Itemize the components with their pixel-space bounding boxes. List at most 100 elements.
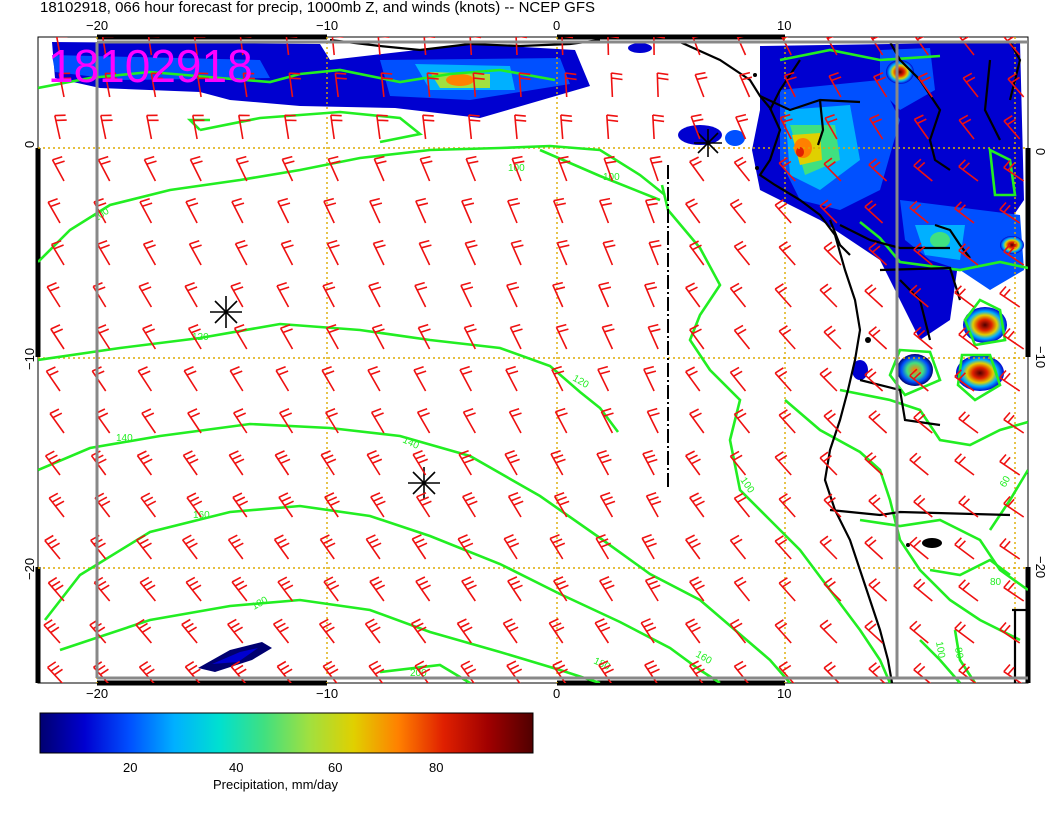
wind-barb: [370, 492, 386, 518]
wind-barb: [187, 408, 202, 434]
wind-barb: [232, 492, 249, 518]
wind-barb: [643, 365, 657, 392]
wind-barb: [909, 284, 929, 308]
wind-barb: [553, 576, 569, 602]
wind-barb: [279, 323, 294, 350]
height-contours: [38, 48, 1028, 683]
wind-barb: [733, 324, 751, 350]
contour-label: 80: [952, 647, 965, 660]
wind-barb: [778, 325, 796, 350]
wind-barb: [96, 239, 111, 266]
contour-label: 120: [192, 332, 209, 343]
wind-barb: [864, 452, 884, 476]
wind-barb: [603, 155, 617, 182]
wind-barb: [550, 449, 566, 476]
wind-barb: [778, 661, 795, 683]
contour-label: 60: [998, 474, 1013, 490]
wind-barb: [417, 323, 431, 350]
wind-barb: [958, 159, 979, 182]
wind-barb: [774, 619, 792, 644]
wind-barb: [181, 534, 198, 560]
wind-barb: [104, 72, 118, 98]
wind-barb: [999, 537, 1021, 560]
wind-barb: [774, 199, 792, 224]
wind-barb: [459, 365, 473, 392]
wind-barb: [1003, 115, 1021, 140]
wind-barb: [323, 197, 337, 224]
wind-barb: [864, 200, 884, 224]
wind-barb: [324, 492, 340, 518]
wind-barb: [598, 197, 612, 224]
wind-barb: [365, 534, 382, 560]
wind-barb: [507, 197, 520, 224]
wind-barb: [689, 576, 705, 602]
wind-barb: [819, 451, 838, 476]
wind-barb: [47, 576, 65, 602]
wind-barb: [100, 114, 113, 140]
wind-barb: [456, 618, 473, 644]
wind-barb: [954, 537, 975, 560]
wind-barb: [334, 72, 347, 98]
wind-barb: [273, 534, 290, 560]
wind-barb: [327, 155, 341, 182]
wind-barb: [48, 492, 65, 518]
wind-barb: [864, 368, 884, 392]
wind-barb: [242, 72, 255, 98]
wind-barb: [610, 72, 623, 98]
axis-labels: −20 −10 0 10 −20 −10 0 10 0 −10 −20 0 −1…: [22, 18, 1048, 701]
wind-barb: [954, 201, 975, 224]
wind-barb: [227, 618, 244, 644]
wind-barb: [136, 450, 153, 476]
wind-barb: [606, 114, 619, 140]
wind-barb: [729, 450, 747, 476]
wind-barb: [146, 114, 159, 140]
wind-barb: [864, 620, 884, 644]
wind-barb: [50, 240, 65, 266]
wind-barb: [729, 366, 747, 392]
wind-barb: [954, 453, 975, 476]
wind-barb: [640, 618, 657, 644]
wind-barb: [823, 157, 842, 182]
lon-tick-label-top: 0: [553, 18, 560, 33]
contour-label: 80: [990, 577, 1002, 588]
wind-barb: [913, 114, 929, 140]
wind-barb: [364, 618, 381, 644]
wind-barb: [868, 578, 888, 602]
wind-barb: [909, 536, 929, 560]
wind-barb: [778, 157, 796, 182]
wind-barb: [233, 323, 248, 350]
wind-barb: [913, 494, 933, 518]
wind-barb: [551, 365, 565, 392]
wind-barb: [50, 324, 65, 350]
wind-barb: [909, 452, 929, 476]
wind-barb: [235, 155, 249, 182]
wind-barb: [909, 200, 929, 224]
wind-barb: [913, 410, 933, 434]
wind-barb: [823, 325, 842, 350]
wind-barb: [913, 158, 933, 182]
wind-barb: [277, 576, 294, 602]
wind-barb: [279, 408, 294, 434]
wind-barb: [642, 449, 658, 476]
wind-barb: [819, 367, 838, 392]
lon-tick-label-bottom: 0: [553, 686, 560, 701]
lon-tick-label-top: 10: [777, 18, 791, 33]
wind-barb: [196, 72, 210, 98]
wind-barb: [694, 71, 708, 98]
wind-barb: [823, 661, 841, 683]
wind-barb: [457, 534, 474, 560]
wind-barb: [644, 197, 658, 224]
wind-barb: [233, 408, 248, 434]
wind-barb: [909, 368, 929, 392]
lat-tick-label-left: 0: [22, 141, 37, 148]
lon-tick-label-top: −10: [316, 18, 338, 33]
wind-barb: [1003, 495, 1025, 518]
wind-barb: [415, 197, 429, 224]
wind-barb: [599, 491, 616, 518]
wind-barb: [366, 450, 383, 476]
wind-barb: [652, 114, 665, 140]
wind-barb: [774, 367, 792, 392]
map-title: 18102918, 066 hour forecast for precip, …: [40, 0, 595, 16]
wind-barb: [552, 197, 566, 224]
wind-barb: [917, 72, 933, 98]
